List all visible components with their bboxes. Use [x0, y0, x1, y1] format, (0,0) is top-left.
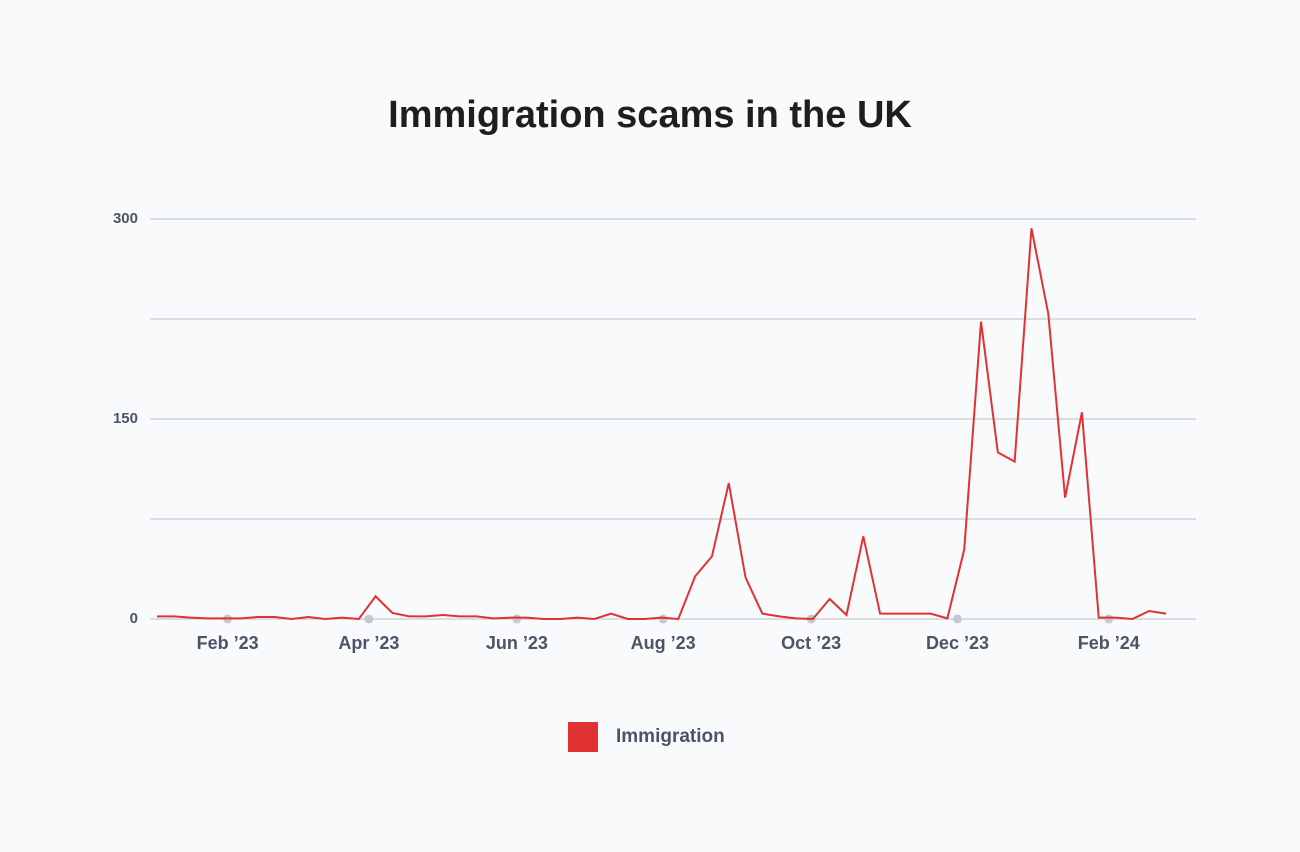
x-tick-label: Apr ’23 — [338, 633, 399, 653]
legend-label: Immigration — [616, 726, 725, 747]
y-tick-label: 0 — [130, 610, 138, 627]
x-tick-label: Dec ’23 — [926, 633, 989, 653]
y-tick-label: 300 — [113, 210, 138, 227]
x-tick-label: Aug ’23 — [631, 633, 696, 653]
chart-title: Immigration scams in the UK — [388, 94, 912, 136]
x-tick-mark — [512, 614, 522, 624]
x-tick-label: Feb ’23 — [197, 633, 259, 653]
x-tick-mark — [1104, 614, 1114, 624]
x-tick-label: Jun ’23 — [486, 633, 548, 653]
x-tick-mark — [952, 614, 962, 624]
y-tick-label: 150 — [113, 410, 138, 427]
x-tick-label: Oct ’23 — [781, 633, 841, 653]
x-tick-label: Feb ’24 — [1078, 633, 1140, 653]
x-tick-mark — [364, 614, 374, 624]
line — [157, 228, 1167, 621]
legend-swatch — [568, 722, 598, 752]
